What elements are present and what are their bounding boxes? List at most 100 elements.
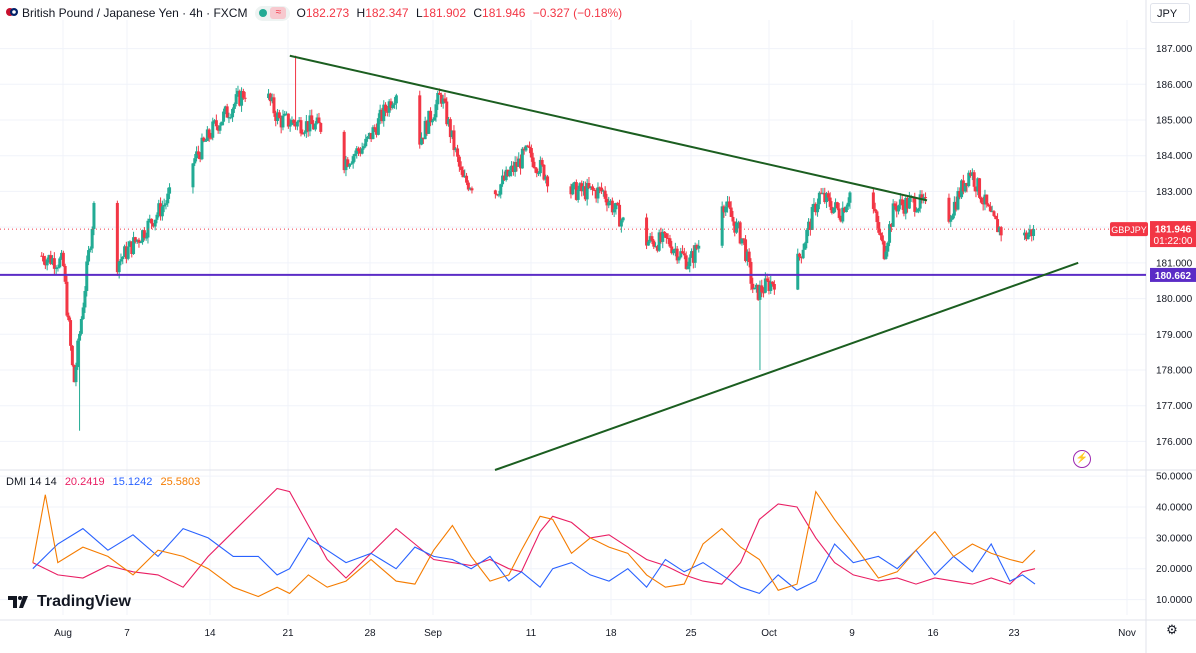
candle-body xyxy=(848,192,852,203)
dmi-tick-label: 10.0000 xyxy=(1156,595,1193,606)
candle-body xyxy=(886,242,890,252)
ohlc-values: O182.273 H182.347 L181.902 C181.946 −0.3… xyxy=(296,6,626,20)
dmi-plus-value: 25.5803 xyxy=(160,476,201,488)
candle-body xyxy=(949,219,953,222)
currency-button[interactable]: JPY xyxy=(1150,3,1190,23)
candle-body xyxy=(312,124,316,130)
lightning-icon[interactable]: ⚡ xyxy=(1073,450,1091,468)
candle-body xyxy=(87,250,91,262)
candle-body xyxy=(834,202,838,208)
level-badge-label: 180.662 xyxy=(1155,271,1192,282)
y-tick-label: 187.000 xyxy=(1156,44,1193,55)
candle-body xyxy=(511,165,515,173)
candle-body xyxy=(393,103,397,105)
x-tick-label: Aug xyxy=(54,628,72,639)
candle-body xyxy=(63,265,67,282)
candle-body xyxy=(976,178,980,192)
candle-body xyxy=(767,280,771,291)
settings-gear-icon[interactable]: ⚙ xyxy=(1166,622,1178,637)
price-badge xyxy=(1150,221,1196,248)
candle-body xyxy=(241,91,245,98)
candle-body xyxy=(979,197,983,203)
candle-body xyxy=(990,211,994,213)
candle-body xyxy=(56,267,60,269)
candle-body xyxy=(585,182,589,200)
candle-body xyxy=(126,246,130,259)
candle-body xyxy=(756,284,760,300)
candle-body xyxy=(821,192,825,194)
candle-body xyxy=(738,222,742,244)
candle-body xyxy=(772,284,776,290)
candle-body xyxy=(873,208,877,212)
ohlc-open: 182.273 xyxy=(305,6,350,20)
candle-body xyxy=(303,132,307,134)
candle-body xyxy=(988,206,992,212)
candle-body xyxy=(301,133,305,135)
candle-body xyxy=(814,203,818,213)
ohlc-high: 182.347 xyxy=(365,6,409,20)
trendline xyxy=(289,54,928,202)
candle-body xyxy=(115,202,119,273)
candle-body xyxy=(621,217,625,221)
candle-body xyxy=(168,187,172,194)
candle-body xyxy=(736,222,740,224)
candle-body xyxy=(677,257,681,261)
symbol-title[interactable]: British Pound / Japanese Yen · 4h · FXCM xyxy=(22,6,248,20)
candle-body xyxy=(60,252,64,259)
candle-body xyxy=(346,159,350,167)
wave-icon: ≈ xyxy=(270,7,287,19)
candle-body xyxy=(695,245,699,249)
x-tick-label: 28 xyxy=(364,628,376,639)
candle-body xyxy=(148,218,152,221)
candle-body xyxy=(569,186,573,195)
candle-body xyxy=(160,206,164,217)
candle-body xyxy=(504,169,508,181)
dmi-legend[interactable]: DMI 14 14 20.2419 15.1242 25.5803 xyxy=(6,476,200,488)
candle-body xyxy=(891,203,895,227)
x-tick-label: 21 xyxy=(282,628,294,639)
candle-body xyxy=(992,211,996,216)
candle-body xyxy=(382,104,386,122)
candle-body xyxy=(123,246,127,257)
candle-body xyxy=(274,113,278,121)
candle-body xyxy=(546,176,550,187)
candle-body xyxy=(825,193,829,203)
candle-body xyxy=(965,183,969,187)
candle-body xyxy=(913,197,917,212)
candle-body xyxy=(117,261,121,273)
y-tick-label: 179.000 xyxy=(1156,330,1193,341)
candle-body xyxy=(366,136,370,139)
candle-body xyxy=(121,256,125,260)
candle-body xyxy=(526,145,530,147)
candle-body xyxy=(499,184,503,195)
y-tick-label: 185.000 xyxy=(1156,116,1193,127)
ohlc-close: 181.946 xyxy=(482,6,526,20)
countdown-label: 01:22:00 xyxy=(1154,236,1193,247)
candle-body xyxy=(283,113,287,116)
candle-body xyxy=(355,148,359,154)
candle-body xyxy=(888,224,892,243)
candle-body xyxy=(666,238,670,240)
status-pill[interactable]: ≈ xyxy=(255,5,291,21)
candle-body xyxy=(376,118,380,135)
tradingview-logo[interactable]: TradingView xyxy=(8,593,131,611)
dmi-tick-label: 40.0000 xyxy=(1156,503,1193,514)
candle-body xyxy=(364,138,368,147)
candle-body xyxy=(524,145,528,151)
candle-body xyxy=(655,246,659,251)
candle-body xyxy=(879,232,883,236)
candle-body xyxy=(349,163,353,165)
candle-body xyxy=(745,251,749,262)
candle-body xyxy=(130,241,134,254)
candle-body xyxy=(353,153,357,157)
candle-body xyxy=(691,251,695,263)
candle-body xyxy=(432,117,436,121)
candle-body xyxy=(722,206,726,213)
candle-body xyxy=(735,222,739,233)
x-tick-label: 16 xyxy=(927,628,939,639)
candle-body xyxy=(529,147,533,158)
candle-body xyxy=(618,204,622,227)
candle-body xyxy=(52,258,56,269)
